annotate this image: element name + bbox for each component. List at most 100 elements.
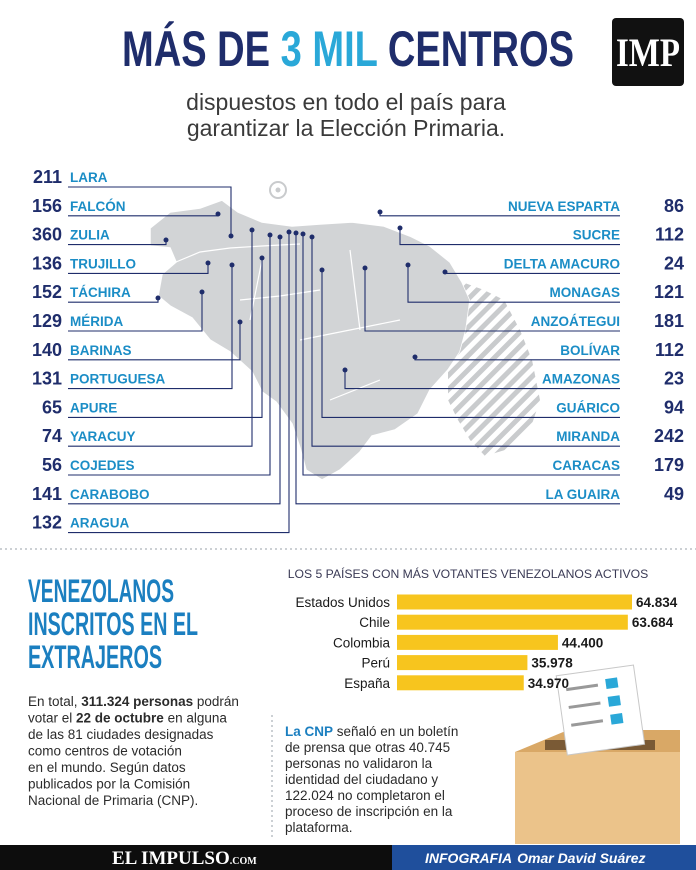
state-name: MIRANDA	[556, 429, 620, 444]
state-name: DELTA AMACURO	[504, 256, 620, 271]
state-name: YARACUY	[70, 429, 136, 444]
state-value: 360	[32, 225, 62, 245]
leader-line	[364, 268, 620, 332]
leader-dot	[362, 265, 368, 271]
leader-line	[68, 186, 232, 236]
note-line: plataforma.	[285, 820, 353, 835]
map	[149, 181, 540, 481]
state-name: LARA	[70, 170, 108, 185]
value-label: 63.684	[632, 615, 674, 630]
paragraph-line: publicados por la Comisión	[28, 777, 190, 792]
state-name: APURE	[70, 400, 117, 415]
value-label: 34.970	[528, 676, 569, 691]
text-segment: señaló en un boletín	[333, 724, 458, 739]
state-value: 112	[655, 225, 684, 245]
ballot-illustration	[515, 664, 680, 844]
leader-dot	[286, 229, 292, 235]
footer-credit: INFOGRAFIA Omar David Suárez	[425, 850, 646, 866]
state-name: BARINAS	[70, 343, 132, 358]
leader-line	[68, 265, 233, 390]
title-part: MÁS DE	[122, 21, 281, 77]
bar	[397, 655, 528, 671]
note-line: personas no validaron la	[285, 756, 433, 771]
text-segment: en alguna	[164, 711, 228, 726]
section-title: INSCRITOS EN EL	[28, 606, 198, 642]
leader-dot	[293, 230, 299, 236]
state-name: CARABOBO	[70, 487, 150, 502]
paragraph-line: votar el 22 de octubre en alguna	[28, 711, 227, 726]
state-value: 65	[42, 397, 62, 417]
state-name: GUÁRICO	[556, 400, 620, 415]
leader-line	[302, 234, 620, 476]
leader-dot	[163, 237, 169, 243]
section-title: EXTRAJEROS	[28, 639, 162, 675]
text-segment: 122.024 no completaron el	[285, 788, 445, 803]
text-segment: identidad del ciudadano y	[285, 772, 438, 787]
note-line: proceso de inscripción en la	[285, 804, 453, 819]
paragraph-line: En total, 311.324 personas podrán	[28, 694, 239, 709]
state-name: PORTUGUESA	[70, 372, 166, 387]
leader-line	[68, 322, 241, 361]
leader-dot	[199, 289, 205, 295]
note-line: identidad del ciudadano y	[285, 772, 438, 787]
state-value: 136	[32, 253, 62, 273]
state-value: 94	[664, 397, 684, 417]
title: MÁS DE 3 MIL CENTROS	[122, 21, 574, 77]
state-value: 156	[32, 196, 62, 216]
state-name: AMAZONAS	[542, 372, 620, 387]
text-segment: plataforma.	[285, 820, 353, 835]
title-part: CENTROS	[377, 21, 574, 77]
text-segment: personas no validaron la	[285, 756, 433, 771]
subtitle: dispuestos en todo el país para	[186, 89, 506, 115]
category-label: Perú	[361, 656, 390, 671]
paragraph-line: Nacional de Primaria (CNP).	[28, 793, 198, 808]
leader-dot	[319, 267, 325, 273]
subtitle: garantizar la Elección Primaria.	[187, 115, 505, 141]
leader-dot	[377, 209, 383, 215]
state-value: 131	[32, 369, 62, 389]
text-segment: publicados por la Comisión	[28, 777, 190, 792]
state-value: 152	[32, 282, 62, 302]
leader-dot	[259, 255, 265, 261]
state-name: TRUJILLO	[70, 256, 136, 271]
state-value: 121	[654, 282, 684, 302]
category-label: Colombia	[333, 635, 391, 650]
text-segment: proceso de inscripción en la	[285, 804, 453, 819]
category-label: Chile	[359, 615, 390, 630]
state-value: 129	[32, 311, 62, 331]
leader-dot	[412, 354, 418, 360]
note-line: La CNP señaló en un boletín	[285, 724, 458, 739]
state-name: MÉRIDA	[70, 314, 123, 329]
paragraph-line: de las 81 ciudades designadas	[28, 727, 214, 742]
leader-dot	[397, 225, 403, 231]
category-label: Estados Unidos	[295, 595, 390, 610]
leader-dot	[277, 234, 283, 240]
text-segment: de prensa que otras 40.745	[285, 740, 450, 755]
text-segment: En total,	[28, 694, 81, 709]
state-value: 181	[654, 311, 684, 331]
leader-dot	[267, 232, 273, 238]
leader-line	[68, 263, 209, 274]
paragraph-line: como centros de votación	[28, 744, 182, 759]
bar	[397, 675, 524, 691]
leader-dot	[405, 262, 411, 268]
bar	[397, 634, 558, 650]
leader-dot	[237, 319, 243, 325]
category-label: España	[344, 676, 390, 691]
leader-line	[321, 270, 620, 418]
note-line: de prensa que otras 40.745	[285, 740, 450, 755]
leader-line	[295, 233, 620, 505]
text-segment: de las 81 ciudades designadas	[28, 727, 214, 742]
leader-line	[68, 230, 253, 447]
leader-line	[344, 370, 620, 390]
state-name: LA GUAIRA	[546, 487, 621, 502]
value-label: 35.978	[531, 656, 573, 671]
footer-credit-band	[392, 845, 696, 870]
state-value: 24	[664, 253, 684, 273]
state-name: NUEVA ESPARTA	[508, 199, 620, 214]
brand-suffix: .COM	[230, 856, 258, 867]
leader-dot	[229, 262, 235, 268]
paragraph-line: en el mundo. Según datos	[28, 760, 186, 775]
section-title: VENEZOLANOS	[28, 573, 174, 609]
